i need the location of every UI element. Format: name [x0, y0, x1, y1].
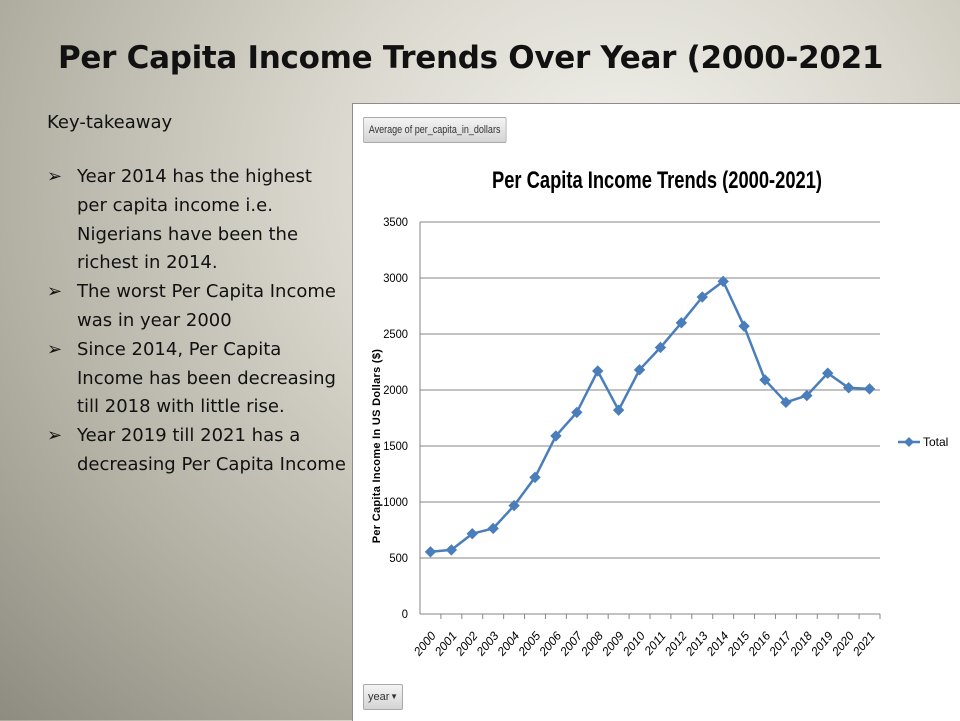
x-tick-label: 2001 [431, 629, 460, 659]
x-tick-label: 2015 [724, 629, 753, 659]
pivot-chart-panel: Average of per_capita_in_dollars Per Cap… [352, 103, 960, 721]
data-point-marker [842, 382, 855, 394]
takeaway-item: ➢ Year 2019 till 2021 has a decreasing Pe… [47, 422, 347, 480]
x-tick-label: 2009 [598, 629, 627, 659]
data-point-marker [612, 404, 625, 416]
data-point-marker [654, 341, 667, 354]
x-tick-label: 2010 [619, 629, 648, 659]
slide-title: Per Capita Income Trends Over Year (2000… [58, 40, 884, 76]
gridlines [419, 221, 881, 619]
y-tick-label: 2000 [383, 383, 408, 397]
data-point-marker [508, 499, 520, 512]
takeaway-item: ➢ Year 2014 has the highest per capita in… [47, 163, 347, 278]
data-point-marker [801, 389, 813, 402]
x-tick-label: 2016 [745, 629, 774, 659]
legend: Total [898, 435, 948, 449]
y-tick-label: 3500 [383, 215, 408, 229]
chart-title: Per Capita Income Trends (2000-2021) [492, 167, 822, 194]
data-point-marker [424, 546, 437, 558]
x-tick-label: 2018 [787, 629, 816, 659]
data-point-marker [550, 430, 562, 442]
data-point-marker [466, 527, 478, 540]
data-point-marker [780, 396, 792, 409]
x-tick-labels: 2000200120022003200420052006200720082009… [410, 628, 878, 659]
takeaway-text: Year 2014 has the highest per capita inc… [77, 166, 312, 274]
x-tick-label: 2002 [452, 629, 481, 659]
y-tick-label: 1500 [383, 439, 408, 453]
data-point-marker [738, 320, 750, 332]
takeaway-text: Year 2019 till 2021 has a decreasing Per… [77, 425, 346, 475]
dropdown-arrow-icon: ▼ [390, 692, 398, 701]
y-tick-label: 0 [402, 607, 408, 621]
takeaway-list: ➢ Year 2014 has the highest per capita in… [47, 163, 347, 480]
x-tick-label: 2005 [515, 629, 544, 659]
takeaway-text: The worst Per Capita Income was in year … [77, 281, 336, 331]
data-point-marker [445, 544, 458, 556]
x-tick-label: 2004 [494, 629, 523, 659]
arrow-bullet-icon: ➢ [47, 166, 63, 187]
data-point-marker [696, 291, 708, 303]
x-tick-label: 2013 [682, 629, 711, 659]
year-filter-label: year [368, 691, 390, 703]
x-tick-label: 2006 [536, 629, 565, 659]
data-point-marker [529, 471, 541, 484]
x-tick-label: 2011 [641, 629, 669, 659]
x-tick-label: 2000 [410, 629, 439, 659]
arrow-bullet-icon: ➢ [47, 281, 63, 303]
x-tick-label: 2020 [828, 629, 857, 659]
data-point-marker [487, 522, 499, 535]
series-total [424, 275, 876, 558]
x-tick-label: 2021 [849, 629, 878, 659]
data-point-marker [592, 365, 604, 377]
x-tick-label: 2019 [807, 629, 836, 659]
value-field-button[interactable]: Average of per_capita_in_dollars [363, 117, 507, 143]
legend-marker [904, 437, 914, 447]
data-point-marker [717, 275, 729, 288]
legend-label: Total [923, 435, 948, 449]
takeaway-heading: Key-takeaway [47, 112, 173, 133]
takeaway-item: ➢ Since 2014, Per Capita Income has been … [47, 336, 347, 422]
x-tick-label: 2012 [661, 629, 690, 659]
line-chart: Per Capita Income Trends (2000-2021) Per… [371, 167, 948, 659]
year-filter-button[interactable]: year ▼ [363, 684, 403, 710]
series-line [430, 280, 870, 554]
x-tick-label: 2007 [557, 628, 586, 659]
y-tick-label: 500 [389, 551, 408, 565]
y-axis-label: Per Capita Income In US Dollars ($) [371, 349, 383, 544]
y-tick-label: 3000 [383, 271, 408, 285]
data-point-marker [759, 374, 771, 386]
data-point-marker [571, 406, 583, 419]
data-point-marker [863, 383, 876, 395]
x-tick-label: 2014 [703, 629, 732, 659]
arrow-bullet-icon: ➢ [47, 338, 63, 360]
y-tick-labels: 0 500 1000 1500 2000 2500 3000 3500 [383, 215, 408, 621]
x-tick-label: 2003 [473, 629, 502, 659]
data-point-marker [633, 364, 646, 376]
y-tick-label: 1000 [383, 495, 408, 509]
data-point-marker [675, 317, 688, 329]
x-tick-label: 2017 [766, 628, 795, 659]
takeaway-text: Since 2014, Per Capita Income has been d… [77, 338, 336, 418]
x-tick-label: 2008 [577, 629, 606, 659]
takeaway-panel: Key-takeaway ➢ Year 2014 has the highest … [47, 112, 347, 480]
data-point-marker [822, 367, 834, 379]
takeaway-item: ➢ The worst Per Capita Income was in year… [47, 278, 347, 336]
y-tick-label: 2500 [383, 327, 408, 341]
arrow-bullet-icon: ➢ [47, 425, 63, 447]
